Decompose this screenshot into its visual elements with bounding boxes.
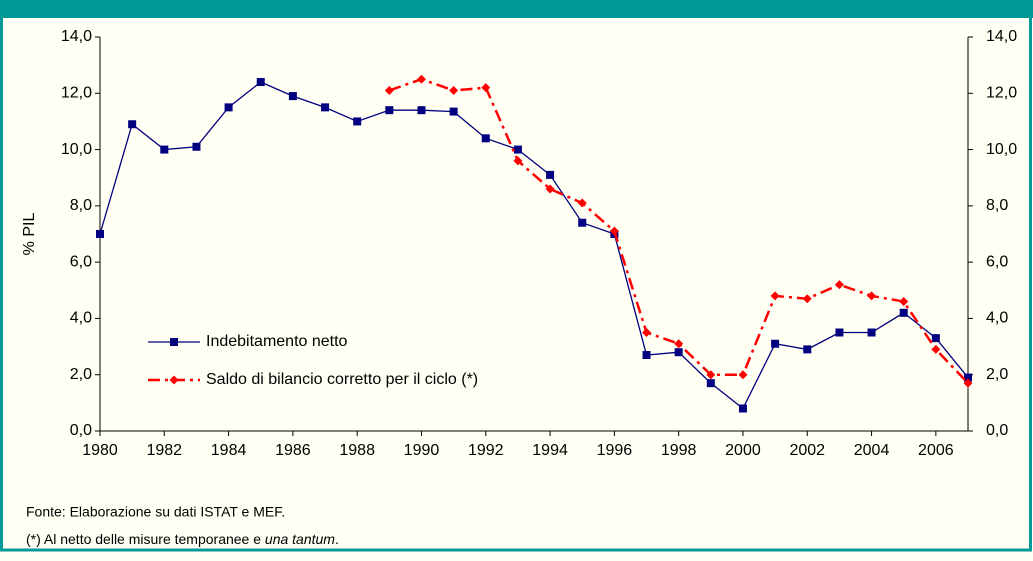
y2-tick-label: 0,0 [986, 422, 1008, 439]
data-point [449, 85, 459, 95]
data-point [192, 142, 201, 151]
y-tick-label: 4,0 [70, 310, 92, 327]
x-tick-label: 1982 [146, 442, 182, 459]
data-point [545, 184, 555, 194]
data-point [899, 297, 909, 307]
data-point [963, 378, 973, 388]
x-tick-label: 2006 [918, 442, 954, 459]
x-tick-label: 1996 [597, 442, 633, 459]
x-tick-label: 1980 [82, 442, 118, 459]
footnote-end: . [335, 531, 339, 547]
data-point [481, 134, 490, 143]
y-tick-label: 12,0 [61, 85, 92, 102]
data-point [256, 78, 265, 87]
y-tick-label: 14,0 [61, 28, 92, 45]
data-point [802, 294, 812, 304]
y-tick-label: 6,0 [70, 253, 92, 270]
x-tick-label: 2002 [789, 442, 825, 459]
data-point [513, 145, 522, 154]
data-point [96, 230, 104, 238]
x-tick-label: 1994 [532, 442, 568, 459]
x-tick-label: 1986 [275, 442, 311, 459]
data-point [321, 103, 330, 112]
data-point [449, 107, 458, 116]
data-point [416, 74, 426, 84]
data-point [160, 145, 169, 154]
legend-marker [169, 375, 179, 385]
data-point [738, 404, 747, 413]
x-tick-label: 1992 [468, 442, 504, 459]
data-point [224, 103, 233, 112]
y2-tick-label: 2,0 [986, 366, 1008, 383]
data-point [288, 92, 297, 101]
x-tick-label: 1988 [339, 442, 375, 459]
data-point [546, 170, 555, 179]
y-tick-label: 10,0 [61, 141, 92, 158]
footnote: (*) Al netto delle misure temporanee e u… [26, 531, 339, 547]
x-tick-label: 1984 [211, 442, 247, 459]
data-point [385, 106, 394, 115]
data-point [706, 379, 715, 388]
data-point [674, 348, 683, 357]
data-point [577, 198, 587, 208]
y-tick-label: 2,0 [70, 366, 92, 383]
data-point [609, 226, 619, 236]
data-point [834, 280, 844, 290]
legend-label: Saldo di bilancio corretto per il ciclo … [206, 371, 478, 388]
data-point [481, 83, 491, 93]
data-point [674, 339, 684, 349]
y2-tick-label: 8,0 [986, 197, 1008, 214]
data-point [803, 345, 812, 354]
legend-marker [170, 338, 178, 346]
x-tick-label: 2004 [854, 442, 890, 459]
y2-tick-label: 10,0 [986, 141, 1017, 158]
data-point [706, 370, 716, 380]
data-point [835, 328, 844, 337]
data-point [931, 334, 940, 343]
y2-tick-label: 4,0 [986, 310, 1008, 327]
footnote-text: (*) Al netto delle misure temporanee e [26, 531, 265, 547]
series-line [99, 81, 969, 410]
legend-label: Indebitamento netto [206, 333, 348, 350]
data-point [931, 344, 941, 354]
data-point [771, 339, 780, 348]
frame [0, 8, 1032, 552]
x-tick-label: 2000 [725, 442, 761, 459]
source-note: Fonte: Elaborazione su dati ISTAT e MEF. [26, 504, 285, 520]
x-tick-label: 1990 [404, 442, 440, 459]
y2-tick-label: 14,0 [986, 28, 1017, 45]
data-point [770, 291, 780, 301]
data-point [642, 328, 652, 337]
data-point [867, 291, 877, 301]
data-point [513, 156, 523, 166]
data-point [353, 117, 362, 126]
data-point [867, 328, 876, 337]
y-tick-label: 0,0 [70, 422, 92, 439]
footnote-italic: una tantum [265, 531, 335, 547]
y-tick-label: 8,0 [70, 197, 92, 214]
data-point [578, 218, 587, 227]
data-point [642, 351, 651, 360]
data-point [384, 85, 394, 95]
y2-tick-label: 6,0 [986, 253, 1008, 270]
data-point [738, 370, 748, 380]
y-axis-label: % PIL [21, 213, 38, 256]
data-point [128, 120, 137, 129]
data-point [964, 373, 972, 382]
y2-tick-label: 12,0 [986, 85, 1017, 102]
data-point [899, 308, 908, 317]
x-tick-label: 1998 [661, 442, 697, 459]
data-point [417, 106, 426, 115]
